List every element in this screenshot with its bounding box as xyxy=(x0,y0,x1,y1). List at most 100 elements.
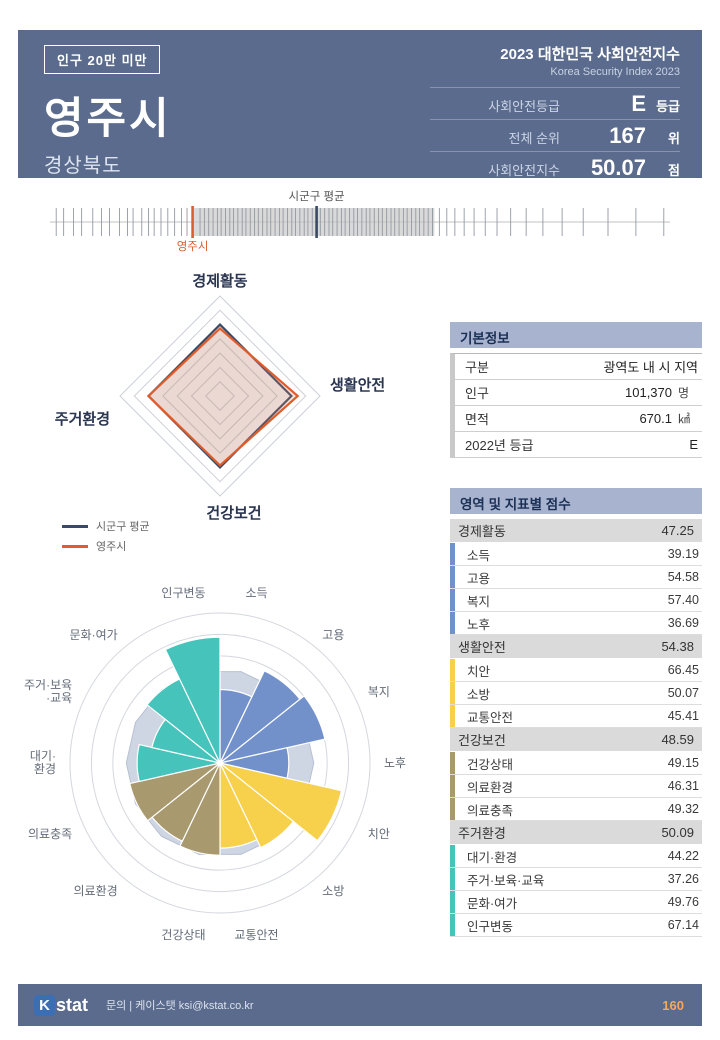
row-value: 광역도 내 시 지역 xyxy=(603,360,698,375)
marker-label: 영주시 xyxy=(177,240,209,253)
rose-category-label: 소득 xyxy=(245,586,267,600)
stat-unit: 위 xyxy=(668,131,680,146)
basic-info-panel: 기본정보 구분 광역도 내 시 지역 인구 101,370 명 면적 670.1 ㎢ 2022년… xyxy=(450,322,702,458)
scores-table: 경제활동 47.25 소득 39.19 고용 54.58 복지 57.40 노후 36.69 생활안… xyxy=(450,519,702,937)
rose-category-label: 고용 xyxy=(322,628,344,642)
section-row: 생활안전 54.38 xyxy=(450,635,702,659)
indicator-row: 치안 66.45 xyxy=(450,659,702,682)
table-row: 면적 670.1 ㎢ xyxy=(455,406,702,432)
basic-info-table: 구분 광역도 내 시 지역 인구 101,370 명 면적 670.1 ㎢ 2022년 등급 E xyxy=(450,353,702,458)
indicator-row: 주거·보육·교육 37.26 xyxy=(450,868,702,891)
legend-item: 영주시 xyxy=(62,538,150,554)
rose-sector xyxy=(219,762,295,849)
header-left: 인구 20만 미만 영주시 경상북도 xyxy=(18,30,172,178)
rose-category-label: 의료환경 xyxy=(74,884,118,898)
indicator-score: 46.31 xyxy=(667,779,699,793)
rose-category-label: 대기· 환경 xyxy=(30,749,56,776)
stat-value: 167 xyxy=(609,123,646,148)
rose-sector xyxy=(179,762,221,856)
kstat-logo-k-icon: K xyxy=(34,994,55,1016)
indicator-name: 건강상태 xyxy=(467,757,514,772)
population-badge: 인구 20만 미만 xyxy=(44,45,161,74)
rose-category-label: 인구변동 xyxy=(161,586,205,600)
indicator-score: 39.19 xyxy=(667,547,699,561)
table-row: 구분 광역도 내 시 지역 xyxy=(455,354,702,380)
grid-ring xyxy=(190,366,250,426)
indicator-score: 66.45 xyxy=(667,663,699,677)
row-value: 101,370 xyxy=(625,385,672,400)
marker-label: 시군구 평균 xyxy=(289,190,345,203)
row-label: 인구 xyxy=(465,386,489,401)
area-radar-chart: 경제활동 생활안전 건강보건 주거환경 xyxy=(30,266,410,526)
legend-swatch xyxy=(62,524,88,528)
indicator-row: 복지 57.40 xyxy=(450,589,702,612)
grid-ring xyxy=(176,352,264,440)
grid-ring xyxy=(205,381,235,411)
section-score: 48.59 xyxy=(661,732,694,747)
indicator-name: 교통안전 xyxy=(467,710,514,725)
report-subtitle: Korea Security Index 2023 xyxy=(550,66,680,78)
indicator-name: 문화·여가 xyxy=(467,896,518,911)
indicator-name: 소방 xyxy=(467,687,491,702)
radar-axis-label: 생활안전 xyxy=(330,376,385,394)
category-color-strip xyxy=(450,914,455,936)
stat-label: 전체 순위 xyxy=(508,131,560,146)
report-title: 2023 대한민국 사회안전지수 xyxy=(500,46,680,63)
category-color-strip xyxy=(450,752,455,774)
section-name: 주거환경 xyxy=(458,826,506,841)
city-title: 영주시 xyxy=(44,95,172,143)
rose-category-label: 복지 xyxy=(368,685,390,699)
radar-axis-label: 주거환경 xyxy=(55,410,110,428)
summary-stat-row: 사회안전등급 E 등급 xyxy=(430,87,680,119)
category-color-strip xyxy=(450,798,455,820)
radar-axis-label: 경제활동 xyxy=(192,272,247,290)
indicator-score: 50.07 xyxy=(667,686,699,700)
scores-panel: 영역 및 지표별 점수 경제활동 47.25 소득 39.19 고용 54.58 복지 57.… xyxy=(450,488,702,937)
indicator-score: 54.58 xyxy=(667,570,699,584)
category-color-strip xyxy=(450,868,455,890)
indicator-row: 인구변동 67.14 xyxy=(450,914,702,937)
rose-category-label: 치안 xyxy=(368,827,390,841)
category-color-strip xyxy=(450,682,455,704)
section-name: 생활안전 xyxy=(458,640,506,655)
category-color-strip xyxy=(450,543,455,565)
indicator-name: 노후 xyxy=(467,617,491,632)
scores-title: 영역 및 지표별 점수 xyxy=(450,488,702,514)
section-name: 건강보건 xyxy=(458,733,506,748)
indicator-row: 대기·환경 44.22 xyxy=(450,845,702,868)
category-color-strip xyxy=(450,612,455,634)
basic-info-title: 기본정보 xyxy=(450,322,702,348)
section-row: 건강보건 48.59 xyxy=(450,728,702,752)
summary-stat-row: 전체 순위 167 위 xyxy=(430,119,680,151)
rose-category-label: 소방 xyxy=(322,884,344,898)
section-row: 경제활동 47.25 xyxy=(450,519,702,543)
section-score: 47.25 xyxy=(661,523,694,538)
rose-category-label: 주거·보육 ·교육 xyxy=(24,678,72,705)
stat-label: 사회안전지수 xyxy=(488,163,560,178)
row-value: E xyxy=(689,437,698,452)
section-name: 경제활동 xyxy=(458,524,506,539)
page-number: 160 xyxy=(662,997,684,1013)
indicator-row: 교통안전 45.41 xyxy=(450,705,702,728)
grid-ring xyxy=(119,295,321,497)
row-label: 2022년 등급 xyxy=(465,438,534,453)
table-row: 인구 101,370 명 xyxy=(455,380,702,406)
category-color-strip xyxy=(450,705,455,727)
section-score: 54.38 xyxy=(661,639,694,654)
indicator-name: 인구변동 xyxy=(467,919,514,934)
rose-sector xyxy=(219,695,326,764)
legend-item: 시군구 평균 xyxy=(62,518,150,534)
indicator-score: 49.15 xyxy=(667,756,699,770)
rose-sector xyxy=(129,762,221,822)
indicator-score: 49.76 xyxy=(667,895,699,909)
indicator-score: 67.14 xyxy=(667,918,699,932)
summary-stat-row: 사회안전지수 50.07 점 xyxy=(430,151,680,183)
header: 인구 20만 미만 영주시 경상북도 2023 대한민국 사회안전지수 Kore… xyxy=(18,30,702,180)
indicator-score: 36.69 xyxy=(667,616,699,630)
indicator-row: 문화·여가 49.76 xyxy=(450,891,702,914)
